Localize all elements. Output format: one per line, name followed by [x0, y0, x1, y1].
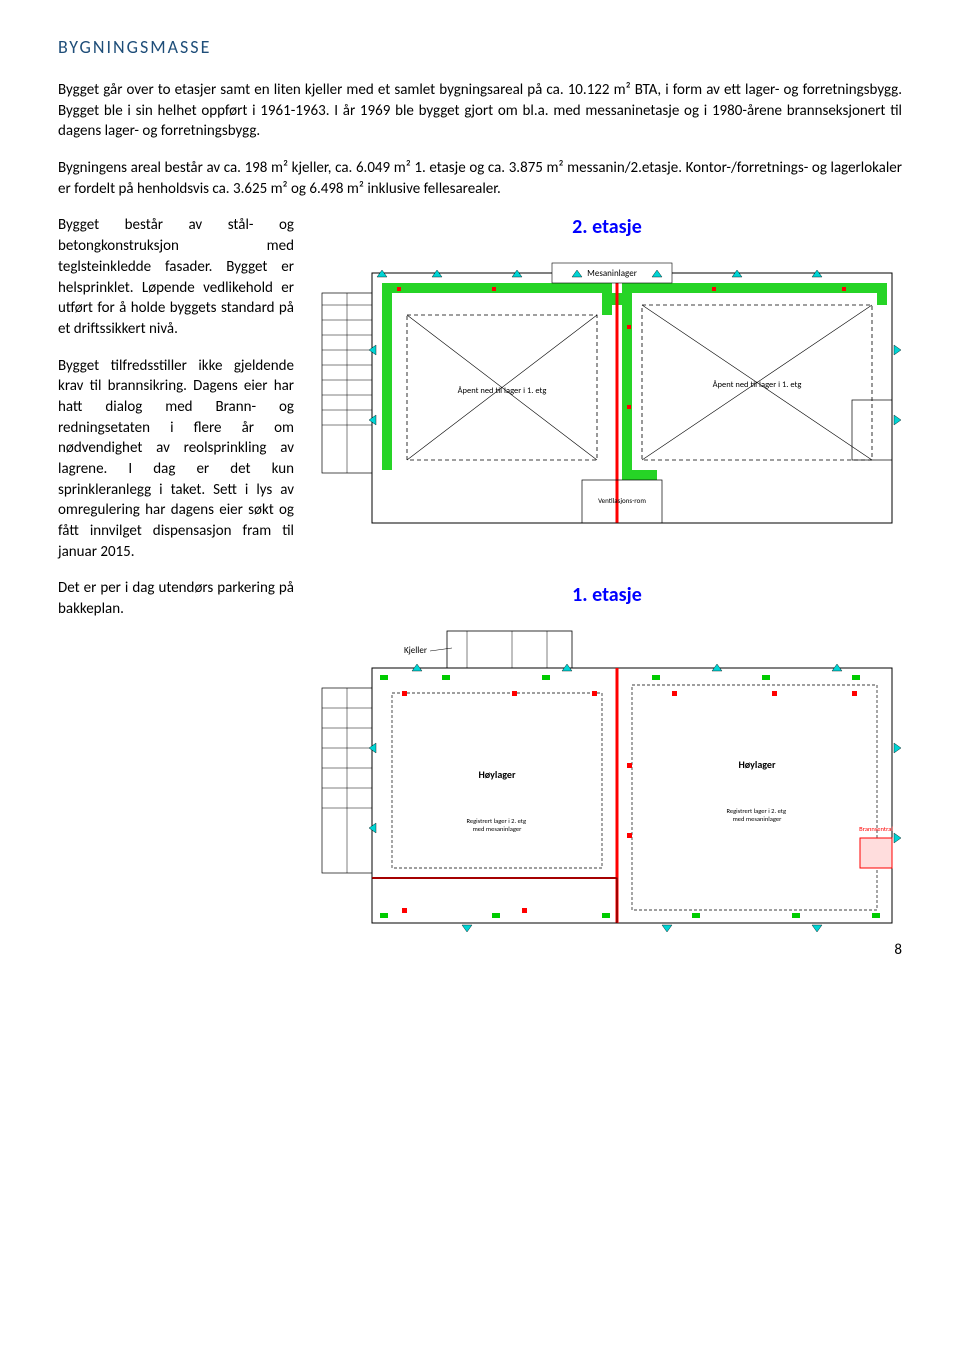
content-row: Bygget består av stål- og betongkonstruk…	[58, 215, 902, 953]
svg-text:Høylager: Høylager	[738, 758, 775, 771]
left-paragraph-3: Det er per i dag utendørs parkering på b…	[58, 578, 294, 619]
svg-text:Brannsentral: Brannsentral	[859, 825, 893, 833]
intro-paragraph-1: Bygget går over to etasjer samt en liten…	[58, 80, 902, 142]
svg-text:Ventilasjons-rom: Ventilasjons-rom	[598, 496, 646, 505]
left-paragraph-2: Bygget tilfredsstiller ikke gjeldende kr…	[58, 356, 294, 563]
left-paragraph-1: Bygget består av stål- og betongkonstruk…	[58, 215, 294, 339]
svg-text:Åpent ned til lager i 1. etg: Åpent ned til lager i 1. etg	[713, 380, 802, 390]
svg-text:Registrert lager i 2. etg: Registrert lager i 2. etg med mesaninlag…	[466, 817, 527, 833]
intro-paragraph-2: Bygningens areal består av ca. 198 m² kj…	[58, 158, 902, 199]
left-column: Bygget består av stål- og betongkonstruk…	[58, 215, 294, 635]
svg-text:Registrert lager i 2. etg: Registrert lager i 2. etg med mesaninlag…	[726, 807, 787, 823]
svg-text:Høylager: Høylager	[478, 768, 515, 781]
page-number: 8	[894, 941, 902, 959]
svg-text:Mesaninlager: Mesaninlager	[587, 268, 637, 279]
floor1-label: 1. etasje	[312, 583, 902, 607]
right-column: 2. etasje	[312, 215, 902, 953]
svg-text:Kjeller: Kjeller	[404, 645, 427, 656]
floor1-plan: Kjeller	[312, 613, 902, 953]
section-title: BYGNINGSMASSE	[58, 36, 902, 58]
floor2-label: 2. etasje	[312, 215, 902, 239]
floor2-plan: Mesaninlager Åpent ned til lager i 1. et…	[312, 245, 902, 555]
svg-text:Åpent ned til lager i 1. etg: Åpent ned til lager i 1. etg	[458, 386, 547, 396]
